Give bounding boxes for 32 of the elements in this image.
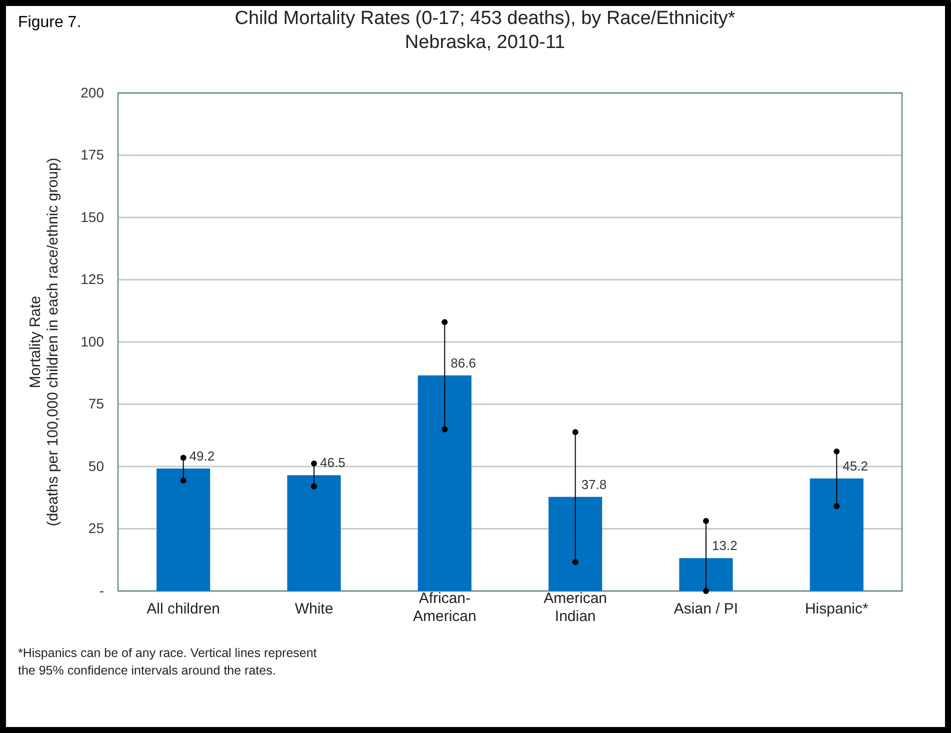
x-tick-label: Hispanic* xyxy=(804,600,869,618)
caption: Figure 7. xyxy=(18,14,82,31)
bar xyxy=(679,558,733,591)
bar xyxy=(810,478,864,591)
bar xyxy=(287,475,341,591)
y-tick-label: 150 xyxy=(80,208,104,225)
x-tick-label: Asian / PI xyxy=(674,600,738,618)
y-axis-title: Mortality Rate (deaths per 100,000 children in each race/ethnic group) xyxy=(27,158,62,526)
x-tick-label: All children xyxy=(146,600,220,618)
y-tick-label: 75 xyxy=(88,396,104,412)
y-tick-label: - xyxy=(99,582,104,598)
data-label: 13.2 xyxy=(712,538,738,554)
data-label: 86.6 xyxy=(450,355,476,370)
x-tick-label: African-American xyxy=(412,590,476,625)
chart-subtitle: Nebraska, 2010-11 xyxy=(404,32,566,53)
data-label: 45.2 xyxy=(842,458,868,474)
y-tick-label: 100 xyxy=(80,333,104,350)
data-label: 46.5 xyxy=(320,455,346,470)
y-tick-label: 175 xyxy=(80,146,104,163)
y-tick-label: 125 xyxy=(80,271,104,288)
bar xyxy=(156,468,210,591)
y-tick-label: 25 xyxy=(88,520,104,536)
y-tick-label: 50 xyxy=(88,458,104,474)
chart-title: Child Mortality Rates (0-17; 453 deaths), by Race/Ethnicity* xyxy=(234,8,736,29)
x-tick-label: American Indian xyxy=(544,590,608,625)
data-label: 37.8 xyxy=(581,476,607,492)
data-label: 49.2 xyxy=(189,448,215,464)
x-tick-label: White xyxy=(294,600,334,618)
bar xyxy=(548,496,602,591)
text: *Hispanics can be of any race. Vertical lines represent the 95% confidence intervals around the rates. xyxy=(18,646,318,678)
y-tick-label: 200 xyxy=(80,84,104,100)
bar xyxy=(418,375,472,591)
